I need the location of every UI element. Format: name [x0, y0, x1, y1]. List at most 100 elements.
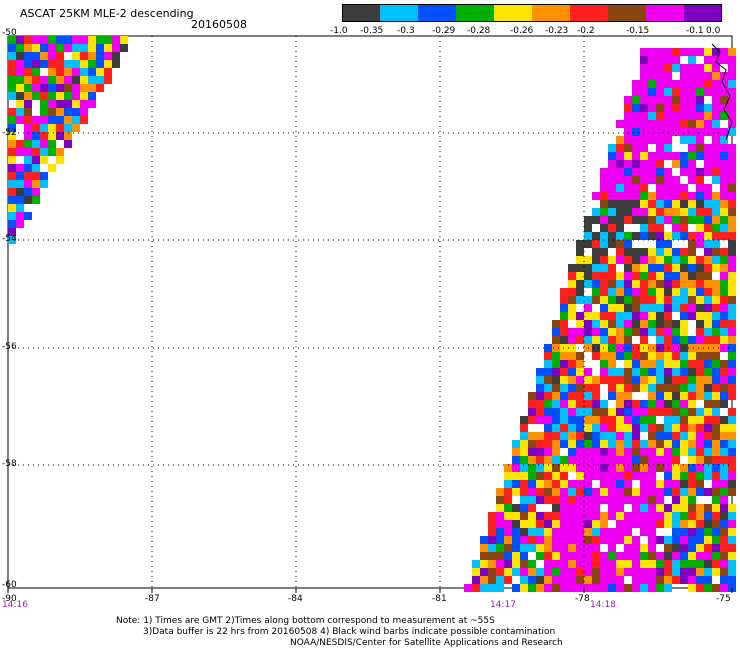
swath-pixel — [640, 160, 648, 168]
swath-pixel — [728, 360, 736, 368]
swath-pixel — [56, 100, 64, 108]
swath-pixel — [32, 92, 40, 100]
swath-pixel — [664, 112, 672, 120]
swath-pixel — [616, 120, 624, 128]
swath-pixel — [24, 140, 32, 148]
swath-pixel — [728, 272, 736, 280]
swath-pixel — [728, 120, 736, 128]
swath-pixel — [600, 512, 608, 520]
swath-pixel — [728, 456, 736, 464]
swath-pixel — [472, 584, 480, 592]
swath-pixel — [680, 288, 688, 296]
swath-pixel — [592, 472, 600, 480]
swath-pixel — [552, 320, 560, 328]
swath-pixel — [728, 288, 736, 296]
swath-pixel — [608, 312, 616, 320]
swath-pixel — [704, 448, 712, 456]
swath-pixel — [648, 272, 656, 280]
swath-pixel — [600, 248, 608, 256]
swath-pixel — [552, 336, 560, 344]
swath-pixel — [656, 296, 664, 304]
swath-pixel — [16, 180, 24, 188]
swath-pixel — [48, 116, 56, 124]
swath-pixel — [696, 464, 704, 472]
swath-pixel — [512, 520, 520, 528]
swath-pixel — [608, 560, 616, 568]
swath-pixel — [712, 104, 720, 112]
swath-pixel — [24, 116, 32, 124]
swath-pixel — [576, 568, 584, 576]
swath-pixel — [664, 136, 672, 144]
swath-pixel — [640, 568, 648, 576]
swath-pixel — [688, 88, 696, 96]
swath-pixel — [728, 424, 736, 432]
swath-pixel — [576, 360, 584, 368]
swath-pixel — [664, 248, 672, 256]
swath-pixel — [8, 196, 16, 204]
swath-pixel — [552, 488, 560, 496]
swath-pixel — [704, 440, 712, 448]
swath-pixel — [560, 472, 568, 480]
swath-pixel — [560, 312, 568, 320]
swath-pixel — [672, 416, 680, 424]
swath-pixel — [616, 496, 624, 504]
swath-pixel — [720, 56, 728, 64]
swath-pixel — [728, 520, 736, 528]
swath-pixel — [536, 552, 544, 560]
swath-pixel — [584, 368, 592, 376]
swath-pixel — [696, 136, 704, 144]
swath-pixel — [648, 208, 656, 216]
swath-pixel — [496, 584, 504, 592]
swath-pixel — [32, 156, 40, 164]
swath-pixel — [560, 496, 568, 504]
swath-pixel — [536, 512, 544, 520]
swath-pixel — [536, 400, 544, 408]
swath-pixel — [16, 148, 24, 156]
swath-pixel — [696, 128, 704, 136]
swath-pixel — [24, 148, 32, 156]
swath-pixel — [552, 352, 560, 360]
swath-pixel — [40, 52, 48, 60]
swath-pixel — [704, 48, 712, 56]
swath-pixel — [552, 536, 560, 544]
swath-pixel — [640, 576, 648, 584]
swath-pixel — [720, 552, 728, 560]
swath-pixel — [688, 512, 696, 520]
swath-pixel — [576, 448, 584, 456]
swath-pixel — [64, 60, 72, 68]
swath-pixel — [560, 520, 568, 528]
swath-pixel — [56, 132, 64, 140]
swath-pixel — [56, 44, 64, 52]
swath-pixel — [680, 424, 688, 432]
swath-pixel — [720, 80, 728, 88]
swath-pixel — [472, 560, 480, 568]
swath-pixel — [688, 336, 696, 344]
swath-pixel — [656, 80, 664, 88]
swath-pixel — [488, 568, 496, 576]
time-label-1416: 14:16 — [2, 600, 28, 610]
swath-pixel — [552, 456, 560, 464]
swath-pixel — [552, 464, 560, 472]
swath-pixel — [80, 92, 88, 100]
swath-pixel — [560, 456, 568, 464]
swath-pixel — [72, 84, 80, 92]
swath-pixel — [664, 280, 672, 288]
swath-pixel — [592, 496, 600, 504]
swath-pixel — [648, 440, 656, 448]
swath-pixel — [632, 488, 640, 496]
swath-pixel — [728, 488, 736, 496]
swath-pixel — [8, 188, 16, 196]
swath-pixel — [568, 432, 576, 440]
swath-pixel — [632, 360, 640, 368]
swath-pixel — [680, 272, 688, 280]
swath-pixel — [496, 552, 504, 560]
swath-pixel — [688, 128, 696, 136]
swath-pixel — [512, 568, 520, 576]
swath-pixel — [680, 48, 688, 56]
swath-pixel — [552, 368, 560, 376]
swath-pixel — [64, 92, 72, 100]
swath-pixel — [720, 280, 728, 288]
swath-pixel — [728, 168, 736, 176]
swath-pixel — [688, 120, 696, 128]
swath-pixel — [488, 528, 496, 536]
